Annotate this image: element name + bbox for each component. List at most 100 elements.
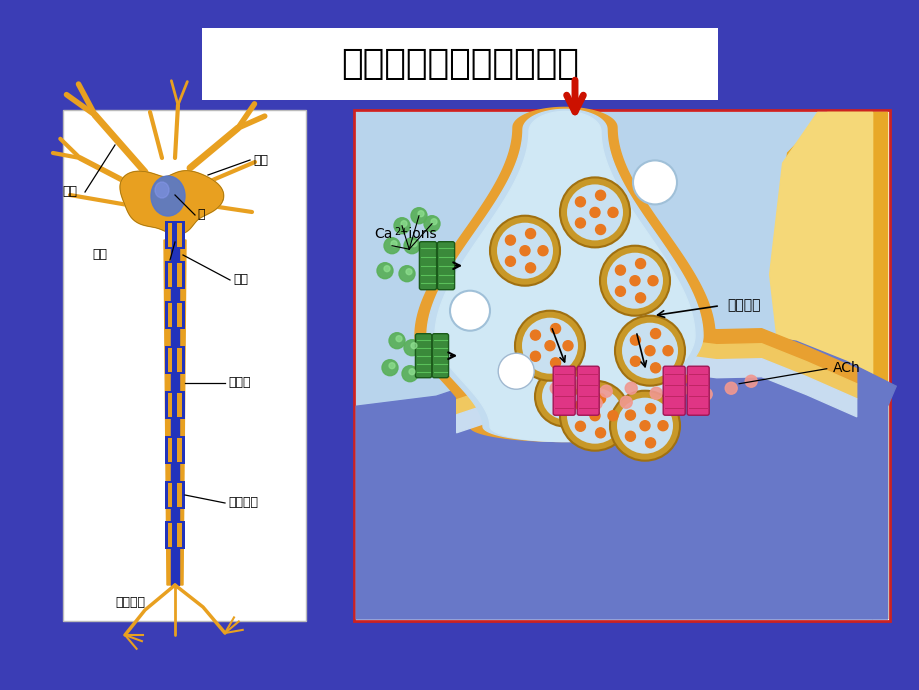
Circle shape	[663, 346, 673, 356]
Bar	[168, 393, 182, 417]
Text: 始段: 始段	[233, 273, 248, 286]
Circle shape	[381, 359, 398, 375]
Circle shape	[405, 268, 412, 275]
Circle shape	[630, 335, 640, 345]
FancyBboxPatch shape	[432, 334, 448, 377]
Polygon shape	[119, 170, 223, 235]
Circle shape	[393, 218, 410, 234]
Polygon shape	[772, 112, 887, 619]
Bar	[165, 346, 185, 374]
Circle shape	[609, 391, 679, 461]
Text: 胞体: 胞体	[253, 153, 267, 166]
Circle shape	[411, 241, 416, 247]
Circle shape	[595, 393, 605, 404]
Bar	[168, 483, 182, 507]
FancyBboxPatch shape	[437, 241, 454, 290]
Text: Ca: Ca	[374, 227, 392, 242]
Text: 突触小体: 突触小体	[115, 596, 145, 609]
Circle shape	[607, 411, 618, 421]
Bar	[173, 481, 177, 509]
Circle shape	[498, 353, 534, 389]
Bar	[173, 436, 177, 464]
Ellipse shape	[154, 182, 169, 198]
Circle shape	[625, 382, 637, 394]
Circle shape	[389, 333, 404, 348]
FancyBboxPatch shape	[686, 366, 709, 415]
Text: 核: 核	[197, 208, 204, 221]
Text: 突触囊泡: 突触囊泡	[726, 299, 760, 313]
Circle shape	[562, 341, 573, 351]
Circle shape	[645, 404, 655, 413]
Bar	[165, 221, 185, 249]
Circle shape	[657, 421, 667, 431]
Circle shape	[560, 381, 630, 451]
Circle shape	[607, 253, 663, 308]
Circle shape	[411, 208, 426, 224]
Bar	[173, 261, 177, 289]
Circle shape	[650, 387, 662, 400]
Ellipse shape	[173, 334, 177, 341]
Circle shape	[640, 421, 650, 431]
Circle shape	[391, 241, 397, 247]
Text: 施万细胞: 施万细胞	[228, 497, 257, 509]
Circle shape	[383, 266, 390, 272]
Circle shape	[574, 218, 584, 228]
Circle shape	[409, 368, 414, 375]
Circle shape	[619, 396, 631, 408]
Circle shape	[589, 208, 599, 217]
Polygon shape	[769, 112, 872, 619]
FancyBboxPatch shape	[576, 366, 598, 415]
Bar	[173, 301, 177, 329]
Circle shape	[630, 276, 640, 286]
Circle shape	[417, 210, 424, 217]
Circle shape	[403, 339, 420, 356]
Circle shape	[595, 428, 605, 438]
Bar	[165, 301, 185, 329]
Ellipse shape	[173, 511, 177, 518]
Circle shape	[635, 259, 645, 268]
Bar	[168, 303, 182, 327]
Circle shape	[645, 438, 655, 448]
Circle shape	[644, 346, 654, 356]
Circle shape	[744, 375, 756, 387]
Bar	[165, 436, 185, 464]
Circle shape	[595, 190, 605, 200]
Circle shape	[550, 324, 560, 333]
Circle shape	[615, 265, 625, 275]
Circle shape	[525, 263, 535, 273]
Circle shape	[650, 328, 660, 339]
Circle shape	[632, 160, 676, 204]
Bar	[356, 112, 887, 619]
Circle shape	[515, 310, 584, 381]
Circle shape	[630, 356, 640, 366]
Bar	[168, 523, 182, 547]
Ellipse shape	[173, 424, 177, 431]
Ellipse shape	[173, 379, 177, 386]
Circle shape	[541, 373, 587, 420]
Bar	[165, 391, 185, 419]
Circle shape	[560, 395, 572, 407]
Circle shape	[389, 363, 394, 368]
Ellipse shape	[173, 469, 177, 476]
Bar	[165, 521, 185, 549]
Bar	[168, 348, 182, 372]
Circle shape	[607, 208, 618, 217]
Circle shape	[614, 316, 685, 386]
Circle shape	[550, 382, 562, 394]
Circle shape	[566, 184, 622, 240]
Circle shape	[424, 216, 439, 232]
Polygon shape	[426, 110, 702, 442]
Polygon shape	[414, 108, 714, 442]
Bar	[168, 223, 182, 247]
Text: 2+: 2+	[393, 227, 408, 237]
Circle shape	[615, 286, 625, 296]
Circle shape	[538, 246, 548, 256]
Circle shape	[590, 397, 602, 409]
Circle shape	[599, 385, 611, 397]
Circle shape	[574, 400, 584, 410]
Circle shape	[449, 290, 490, 331]
Circle shape	[535, 366, 595, 426]
Circle shape	[401, 221, 406, 227]
Circle shape	[595, 224, 605, 235]
Ellipse shape	[173, 291, 177, 299]
